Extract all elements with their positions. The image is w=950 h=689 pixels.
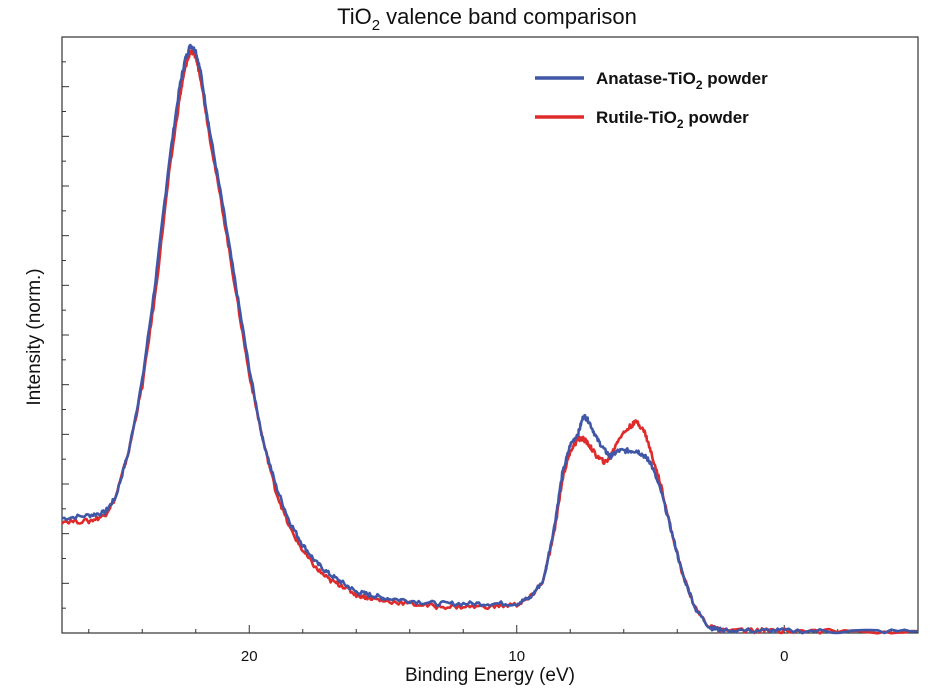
x-axis-label: Binding Energy (eV) [405,665,575,686]
x-tick-label: 10 [508,648,525,665]
x-axis-ticks: 0 10 20 [88,625,892,665]
x-tick-label: 0 [780,648,788,665]
chart-title: TiO2 valence band comparison [337,4,637,34]
legend: Anatase-TiO2 powder Rutile-TiO2 powder [535,69,768,131]
y-axis-ticks [62,36,69,634]
legend-label-anatase: Anatase-TiO2 powder [596,69,768,92]
plot-frame [61,36,919,634]
legend-label-rutile: Rutile-TiO2 powder [596,108,749,131]
series-line-rutile [61,49,919,635]
x-tick-label: 20 [241,648,258,665]
y-axis-label: Intensity (norm.) [24,268,45,405]
series-line-anatase [61,43,919,635]
series-layer [61,43,919,635]
